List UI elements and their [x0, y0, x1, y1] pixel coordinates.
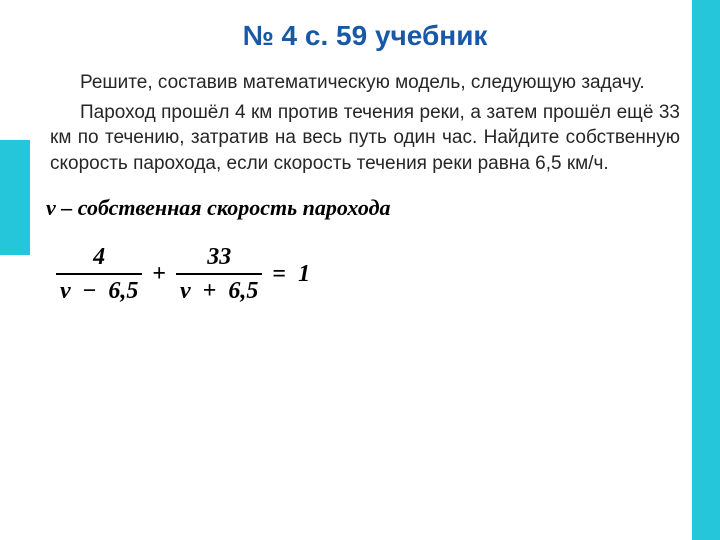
variable-definition: v – собственная скорость парохода	[46, 195, 680, 221]
plus-sign: +	[152, 261, 166, 288]
fraction-2: 33 v + 6,5	[176, 243, 262, 307]
frac1-var: v	[60, 278, 71, 304]
problem-paragraph: Пароход прошёл 4 км против течения реки,…	[50, 100, 680, 177]
frac1-numerator: 4	[89, 243, 109, 274]
intro-paragraph: Решите, составив математическую модель, …	[50, 70, 680, 96]
frac2-const: 6,5	[228, 278, 258, 304]
rhs: 1	[298, 261, 310, 288]
left-accent-bar	[0, 140, 30, 255]
frac2-plus: +	[203, 278, 217, 304]
equation: 4 v − 6,5 + 33 v + 6,5 = 1	[52, 243, 680, 307]
fraction-1: 4 v − 6,5	[56, 243, 142, 307]
frac2-denominator: v + 6,5	[176, 273, 262, 306]
right-accent-bar	[692, 0, 720, 540]
frac1-denominator: v − 6,5	[56, 273, 142, 306]
page-title: № 4 с. 59 учебник	[110, 20, 620, 52]
frac1-minus: −	[83, 278, 97, 304]
frac1-const: 6,5	[108, 278, 138, 304]
frac2-numerator: 33	[203, 243, 235, 274]
page-content: № 4 с. 59 учебник Решите, составив матем…	[50, 20, 680, 306]
equals-sign: =	[272, 261, 286, 288]
frac2-var: v	[180, 278, 191, 304]
